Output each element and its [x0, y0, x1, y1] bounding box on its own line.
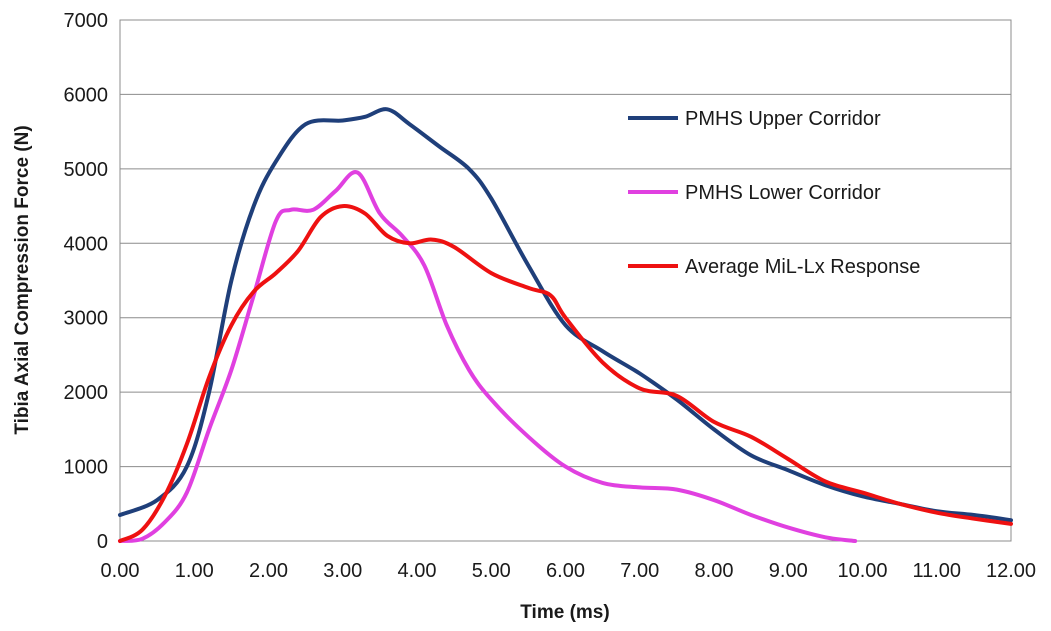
x-tick-label: 12.00 [986, 560, 1036, 582]
legend: PMHS Upper Corridor PMHS Lower Corridor Av… [628, 108, 920, 278]
x-tick-label: 11.00 [912, 560, 961, 582]
y-tick-label: 7000 [64, 10, 109, 32]
y-axis-title: Tibia Axial Compression Force (N) [12, 125, 33, 434]
plot-area-border [119, 19, 1012, 542]
series-line-pmhs-lower-corridor [118, 170, 858, 543]
x-tick-label: 8.00 [695, 560, 734, 582]
legend-label-pmhs-lower-corridor: PMHS Lower Corridor [685, 182, 881, 204]
x-tick-label: 4.00 [398, 560, 437, 582]
y-tick-label: 0 [97, 531, 108, 553]
x-tick-label: 1.00 [175, 560, 214, 582]
grid-lines [120, 93, 1011, 468]
series-lines [118, 107, 1013, 543]
x-tick-label: 0.00 [101, 560, 140, 582]
x-tick-label: 7.00 [620, 560, 659, 582]
x-axis-title: Time (ms) [520, 602, 609, 623]
x-axis-ticks: 0.00 1.00 2.00 3.00 4.00 5.00 6.00 7.00 8.00 9.00… [101, 560, 1037, 582]
legend-label-pmhs-upper-corridor: PMHS Upper Corridor [685, 108, 881, 130]
legend-label-average-mil-lx-response: Average MiL-Lx Response [685, 256, 920, 278]
x-tick-label: 2.00 [249, 560, 288, 582]
y-tick-label: 6000 [64, 84, 109, 106]
y-axis-ticks: 0 1000 2000 3000 4000 5000 6000 7000 [64, 10, 109, 553]
series-line-pmhs-upper-corridor [118, 107, 1013, 523]
y-tick-label: 1000 [64, 457, 109, 479]
x-tick-label: 5.00 [472, 560, 511, 582]
y-tick-label: 2000 [64, 382, 109, 404]
x-tick-label: 3.00 [323, 560, 362, 582]
x-tick-label: 10.00 [837, 560, 887, 582]
x-tick-label: 9.00 [769, 560, 808, 582]
y-tick-label: 4000 [64, 233, 109, 255]
series-line-average-mil-lx-response [118, 204, 1013, 543]
y-tick-label: 5000 [64, 159, 109, 181]
x-tick-label: 6.00 [546, 560, 585, 582]
y-tick-label: 3000 [64, 308, 109, 330]
